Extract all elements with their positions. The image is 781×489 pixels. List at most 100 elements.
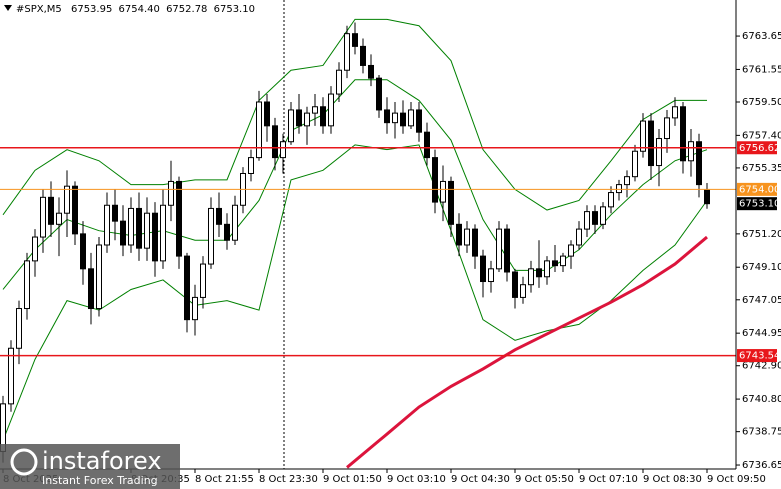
candle-body <box>296 109 302 127</box>
candle-body <box>352 33 358 47</box>
candle-body <box>384 109 390 124</box>
candle-body <box>648 120 654 167</box>
y-tick-label: 6749.10 <box>742 262 781 273</box>
candle-body <box>512 271 518 298</box>
candle-body <box>376 77 382 111</box>
logo-name: instaforex <box>42 447 162 475</box>
x-tick-label: 9 Oct 09:50 <box>707 474 766 485</box>
candle-body <box>32 236 38 262</box>
candle-body <box>328 93 334 127</box>
candle-body <box>640 120 646 152</box>
y-tick-label: 6740.80 <box>742 394 781 405</box>
band-upper <box>2 18 707 216</box>
level-tag-label: 6754.00 <box>739 184 780 195</box>
candle-body <box>416 109 422 133</box>
candle-body <box>304 112 310 127</box>
candle-body <box>440 180 446 203</box>
candle-body <box>96 244 102 310</box>
candle-body <box>544 260 550 278</box>
candle-body <box>576 228 582 246</box>
candle-body <box>72 185 78 235</box>
candle-body <box>504 228 510 273</box>
candle-body <box>104 204 110 246</box>
candle-body <box>112 204 118 222</box>
candle-body <box>656 138 662 167</box>
candle-body <box>424 131 430 159</box>
candle-body <box>536 268 542 278</box>
candle-body <box>432 157 438 203</box>
candle-body <box>632 150 638 178</box>
candle-body <box>48 196 54 225</box>
candle-body <box>24 260 30 310</box>
x-tick-label: 9 Oct 01:50 <box>323 474 382 485</box>
candle-body <box>336 69 342 95</box>
candle-body <box>16 308 22 349</box>
price-tag <box>737 197 777 211</box>
x-tick-label: 8 Oct 21:55 <box>195 474 254 485</box>
candle-body <box>256 101 262 159</box>
candle-body <box>464 228 470 246</box>
candle-body <box>184 255 190 321</box>
moving-average <box>346 235 708 469</box>
y-tick-label: 6761.55 <box>742 64 781 75</box>
candle-body <box>392 112 398 124</box>
candle-body <box>288 109 294 143</box>
candle-body <box>568 244 574 257</box>
x-tick-label: 9 Oct 08:30 <box>643 474 702 485</box>
candle-body <box>136 207 142 249</box>
y-tick-label: 6755.35 <box>742 163 781 174</box>
menu-icon[interactable] <box>4 5 12 11</box>
logo-tagline: Instant Forex Trading <box>42 474 158 487</box>
candle-body <box>208 207 214 265</box>
candle-body <box>624 176 630 186</box>
high: 6754.40 <box>119 4 160 15</box>
candle-body <box>224 223 230 241</box>
candle-body <box>144 212 150 249</box>
candle-body <box>608 192 614 208</box>
y-tick-label: 6744.95 <box>742 328 781 339</box>
candle-body <box>552 260 558 267</box>
candle-body <box>600 206 606 225</box>
candle-body <box>408 109 414 127</box>
y-tick-label: 6736.65 <box>742 460 781 471</box>
candle-body <box>312 106 318 114</box>
candle-body <box>672 106 678 119</box>
y-tick-label: 6759.50 <box>742 97 781 108</box>
candle-body <box>680 106 686 162</box>
candle-body <box>400 112 406 127</box>
axes: 6763.65 6761.55 6759.50 6757.40 6755.35 6751.… <box>2 31 781 485</box>
candle-body <box>248 157 254 174</box>
candle-body <box>456 223 462 246</box>
level-tag <box>737 349 777 363</box>
candle-body <box>168 180 174 206</box>
candle-body <box>280 141 286 159</box>
candle-body <box>152 212 158 262</box>
candle-body <box>616 184 622 194</box>
x-tick-label: 9 Oct 03:10 <box>387 474 446 485</box>
x-tick-label: 9 Oct 05:50 <box>515 474 574 485</box>
candle-body <box>528 268 534 286</box>
y-tick-label: 6763.65 <box>742 31 781 42</box>
candle-body <box>368 64 374 79</box>
x-tick-label: 9 Oct 07:10 <box>579 474 638 485</box>
candle-body <box>520 284 526 298</box>
logo: instaforex Instant Forex Trading <box>0 444 180 489</box>
level-tag <box>737 141 777 155</box>
candle-body <box>320 106 326 127</box>
candle-body <box>696 141 702 186</box>
x-tick-label: 8 Oct 23:30 <box>259 474 318 485</box>
plot <box>0 18 736 469</box>
y-tick-label: 6747.05 <box>742 295 781 306</box>
candle-body <box>40 196 46 238</box>
candle-body <box>200 263 206 298</box>
candle-body <box>264 101 270 127</box>
candle-body <box>192 296 198 321</box>
y-tick-label: 6742.90 <box>742 361 781 372</box>
candle-body <box>480 255 486 283</box>
symbol: #SPX,M5 <box>16 4 62 15</box>
y-tick-label: 6751.20 <box>742 229 781 240</box>
candle-body <box>64 185 70 214</box>
candle-body <box>360 45 366 66</box>
